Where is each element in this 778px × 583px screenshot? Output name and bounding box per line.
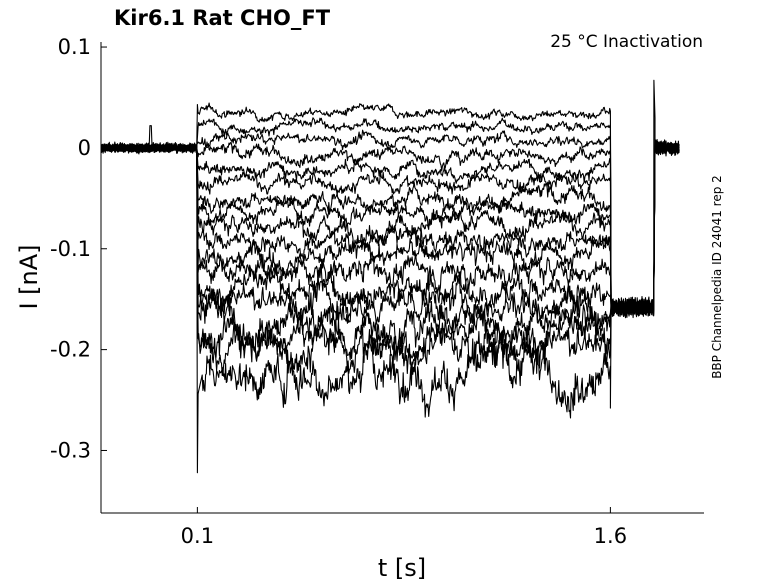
x-tick-label: 1.6 [594,524,627,548]
current-trace-3 [100,129,680,318]
y-tick-label: 0 [78,136,91,160]
chart-title: Kir6.1 Rat CHO_FT [114,6,331,30]
y-axis-label: I [nA] [15,244,43,309]
source-id-label: BBP Channelpedia ID 24041 rep 2 [710,175,724,379]
y-tick-label: 0.1 [58,35,91,59]
current-trace-17 [100,139,680,376]
current-trace-2 [100,117,680,317]
y-ticks: 0.1 0 -0.1 -0.2 -0.3 [50,35,107,462]
condition-annotation: 25 °C Inactivation [550,32,703,52]
current-trace-1 [100,79,680,316]
y-tick-label: -0.1 [50,237,91,261]
x-axis-label: t [s] [378,554,426,582]
x-tick-label: 0.1 [181,524,214,548]
traces [100,79,680,474]
y-tick-label: -0.3 [50,438,91,462]
x-ticks: 0.1 1.6 [181,507,627,548]
current-trace-18 [100,141,680,474]
y-tick-label: -0.2 [50,338,91,362]
